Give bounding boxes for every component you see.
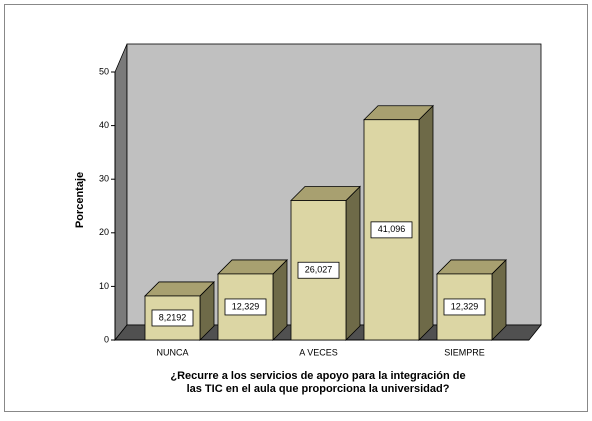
y-tick-label: 0: [104, 334, 109, 344]
x-tick-label: SIEMPRE: [444, 347, 485, 357]
x-tick-label: A VECES: [299, 347, 338, 357]
x-axis-label: las TIC en el aula que proporciona la un…: [187, 383, 450, 395]
value-label: 41,096: [378, 224, 406, 234]
bar-side: [345, 185, 361, 341]
value-label-box: [443, 298, 486, 316]
y-tick-label: 40: [99, 120, 109, 130]
y-tick-label: 30: [99, 174, 109, 184]
value-label-box: [224, 298, 267, 316]
value-label-box: [297, 261, 340, 279]
value-label-box: [151, 309, 194, 327]
value-label: 8,2192: [159, 312, 187, 322]
value-label-box: [370, 221, 413, 239]
y-tick-label: 20: [99, 227, 109, 237]
x-axis-label: ¿Recurre a los servicios de apoyo para l…: [170, 370, 465, 382]
value-label: 12,329: [451, 301, 479, 311]
y-axis-label: Porcentaje: [74, 172, 86, 228]
value-label: 26,027: [305, 265, 333, 275]
side-wall: [114, 43, 128, 342]
y-tick-label: 10: [99, 281, 109, 291]
x-tick-label: NUNCA: [156, 347, 188, 357]
value-label: 12,329: [232, 301, 260, 311]
bar-side: [418, 104, 434, 341]
y-tick-label: 50: [99, 66, 109, 76]
